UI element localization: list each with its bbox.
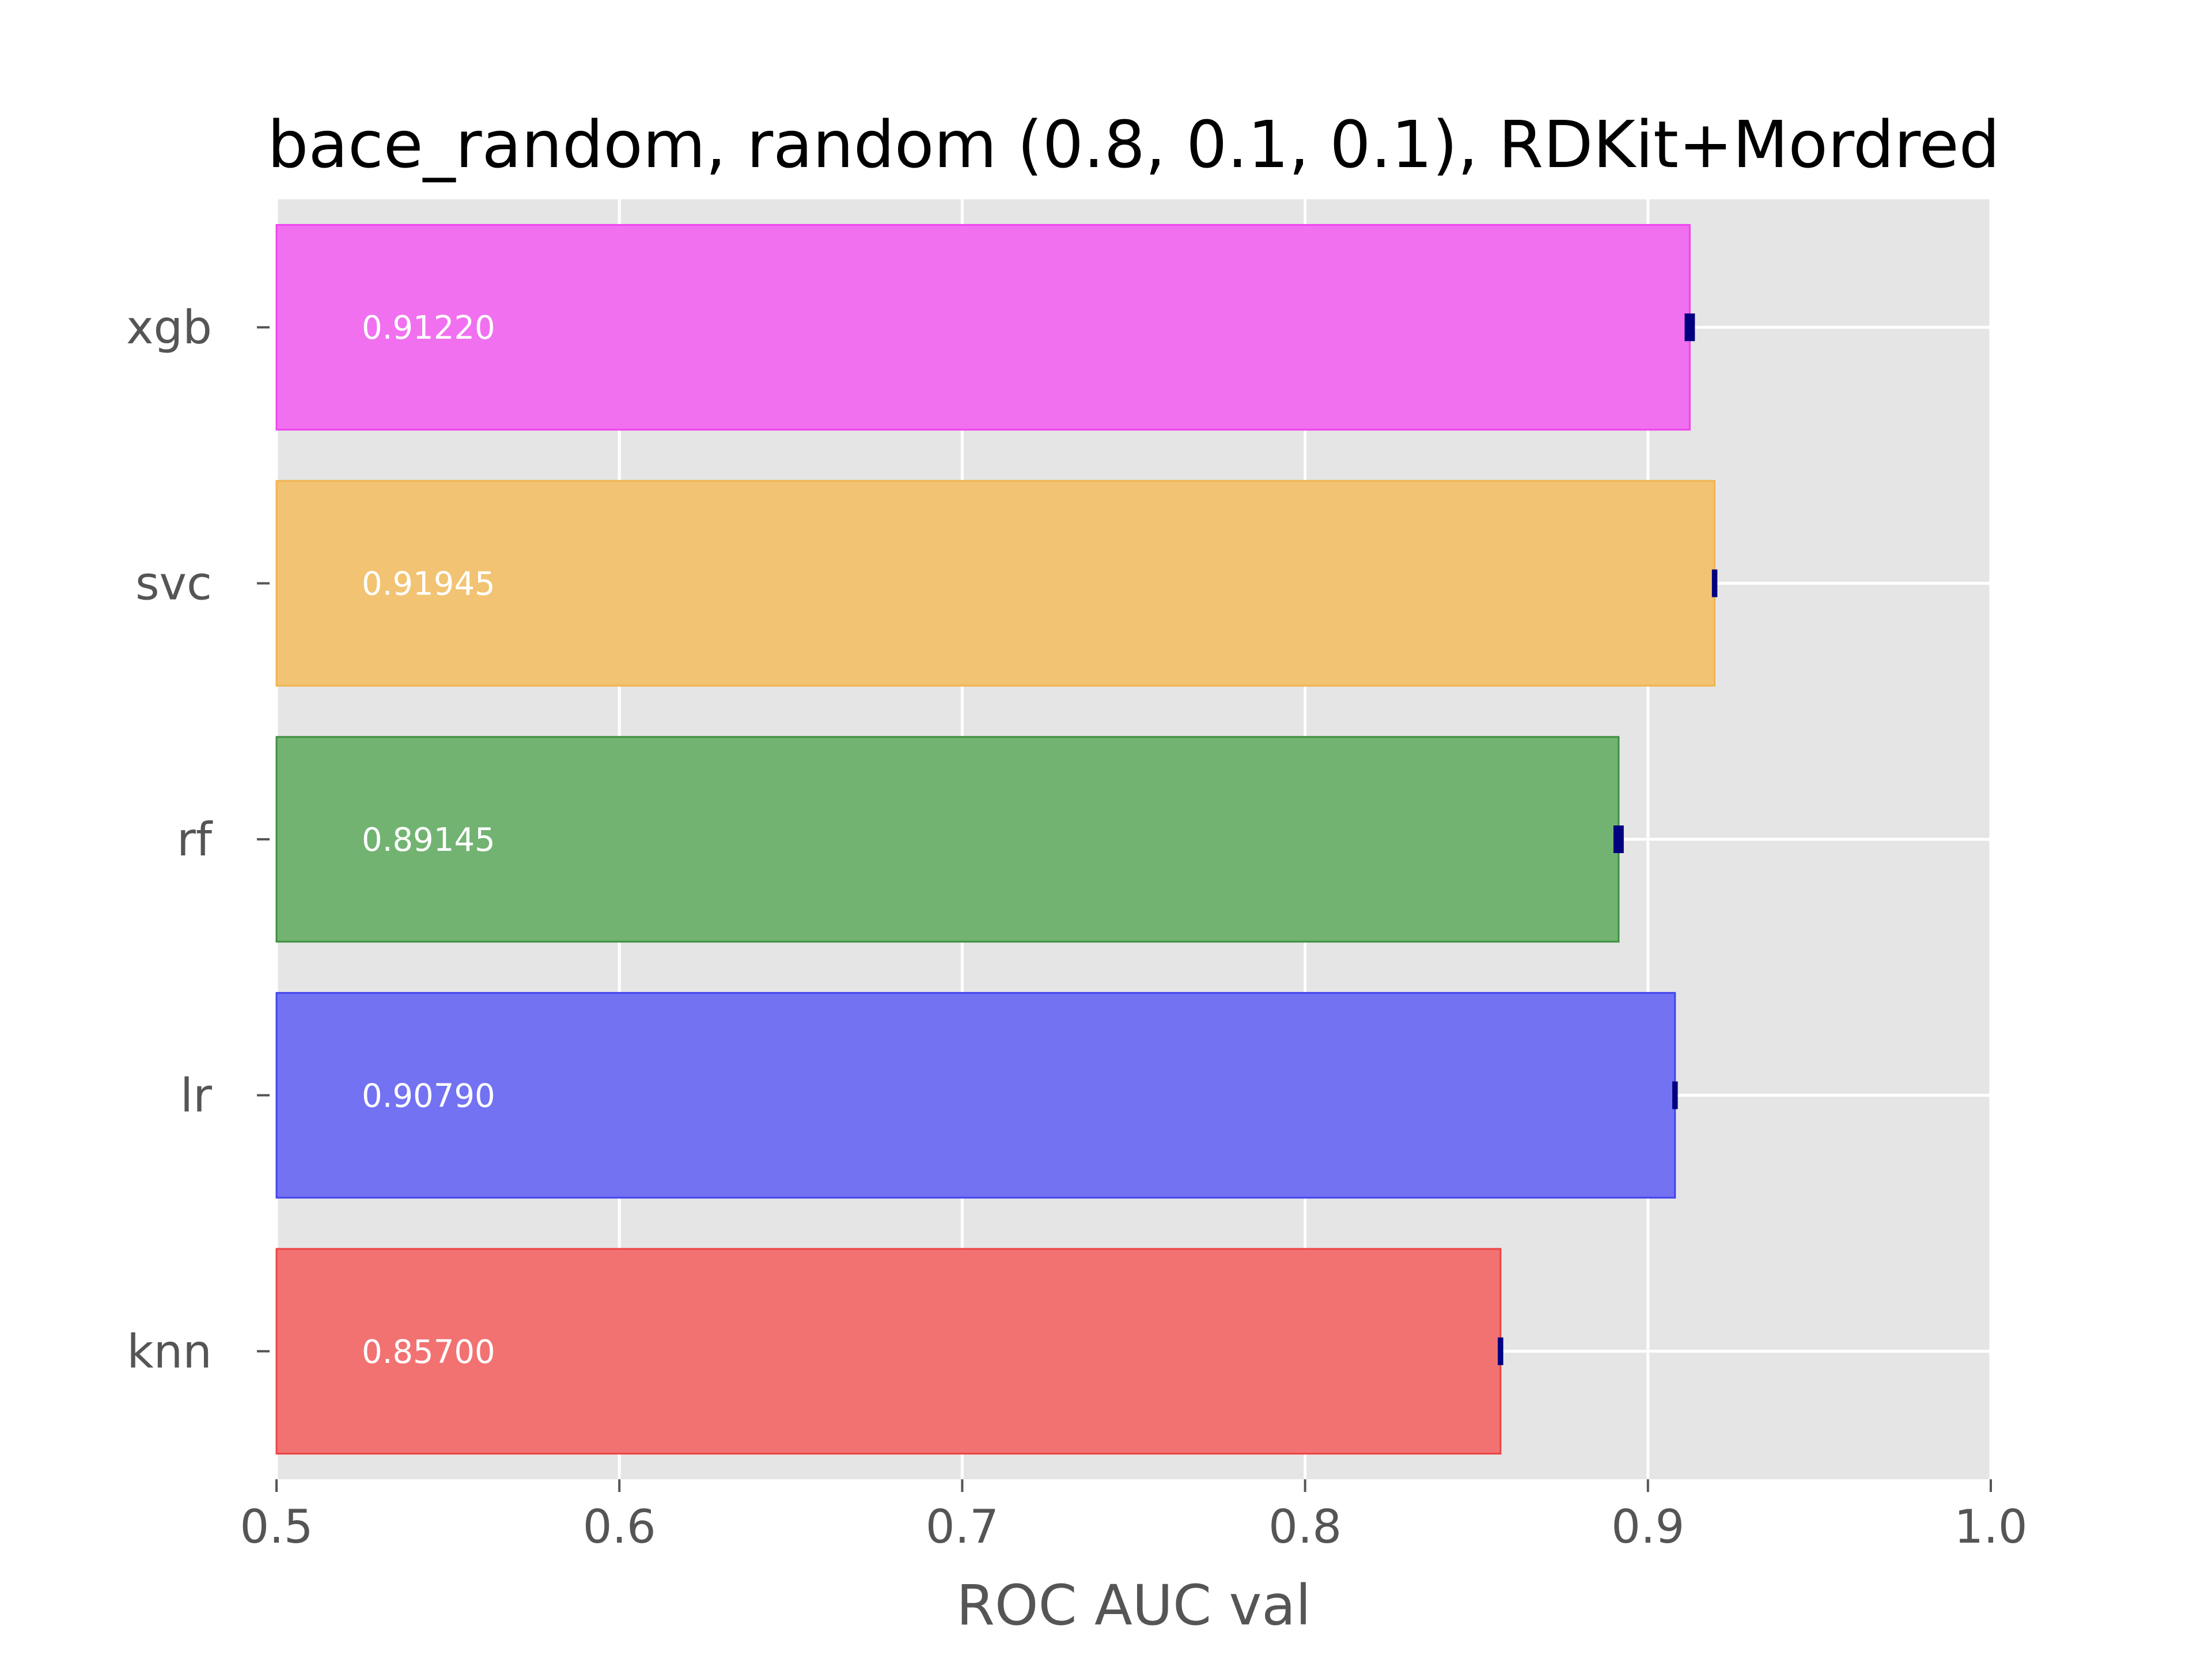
bar-xgb <box>275 224 1691 431</box>
error-bar-xgb <box>1684 313 1695 342</box>
error-bar-knn <box>1498 1337 1503 1365</box>
x-tick-label: 0.8 <box>1268 1500 1342 1554</box>
y-tick-label-svc: svc <box>135 557 212 611</box>
error-bar-lr <box>1672 1081 1678 1109</box>
bar-value-label-knn: 0.85700 <box>362 1334 495 1371</box>
x-axis-ticks: 0.5 0.6 0.7 0.8 0.9 1.0 <box>240 1479 2028 1554</box>
x-tick-label: 0.6 <box>583 1500 656 1554</box>
x-tick-label: 0.5 <box>240 1500 313 1554</box>
bar-knn <box>275 1248 1502 1455</box>
y-tick-label-xgb: xgb <box>126 301 212 354</box>
error-bar-rf <box>1613 825 1624 853</box>
y-tick-label-knn: knn <box>127 1325 212 1378</box>
y-tick-label-lr: lr <box>180 1069 212 1122</box>
x-tick-label: 1.0 <box>1954 1500 2027 1554</box>
bar-rf <box>275 736 1620 943</box>
bar-value-label-xgb: 0.91220 <box>362 309 495 347</box>
x-tick-label: 0.7 <box>926 1500 999 1554</box>
error-bar-svc <box>1711 569 1718 597</box>
x-axis-label: ROC AUC val <box>956 1573 1311 1638</box>
bar-value-label-lr: 0.90790 <box>362 1077 495 1115</box>
bars <box>275 224 1716 1455</box>
chart-title: bace_random, random (0.8, 0.1, 0.1), RDK… <box>267 108 1999 183</box>
bar-value-label-svc: 0.91945 <box>362 566 495 603</box>
bar-value-labels: 0.91220 0.91945 0.89145 0.90790 0.85700 <box>362 309 495 1371</box>
error-bars <box>1498 313 1718 1365</box>
y-axis-ticks: xgb svc rf lr knn <box>126 301 270 1378</box>
x-tick-label: 0.9 <box>1611 1500 1684 1554</box>
y-tick-label-rf: rf <box>177 813 213 866</box>
bar-value-label-rf: 0.89145 <box>362 821 495 859</box>
